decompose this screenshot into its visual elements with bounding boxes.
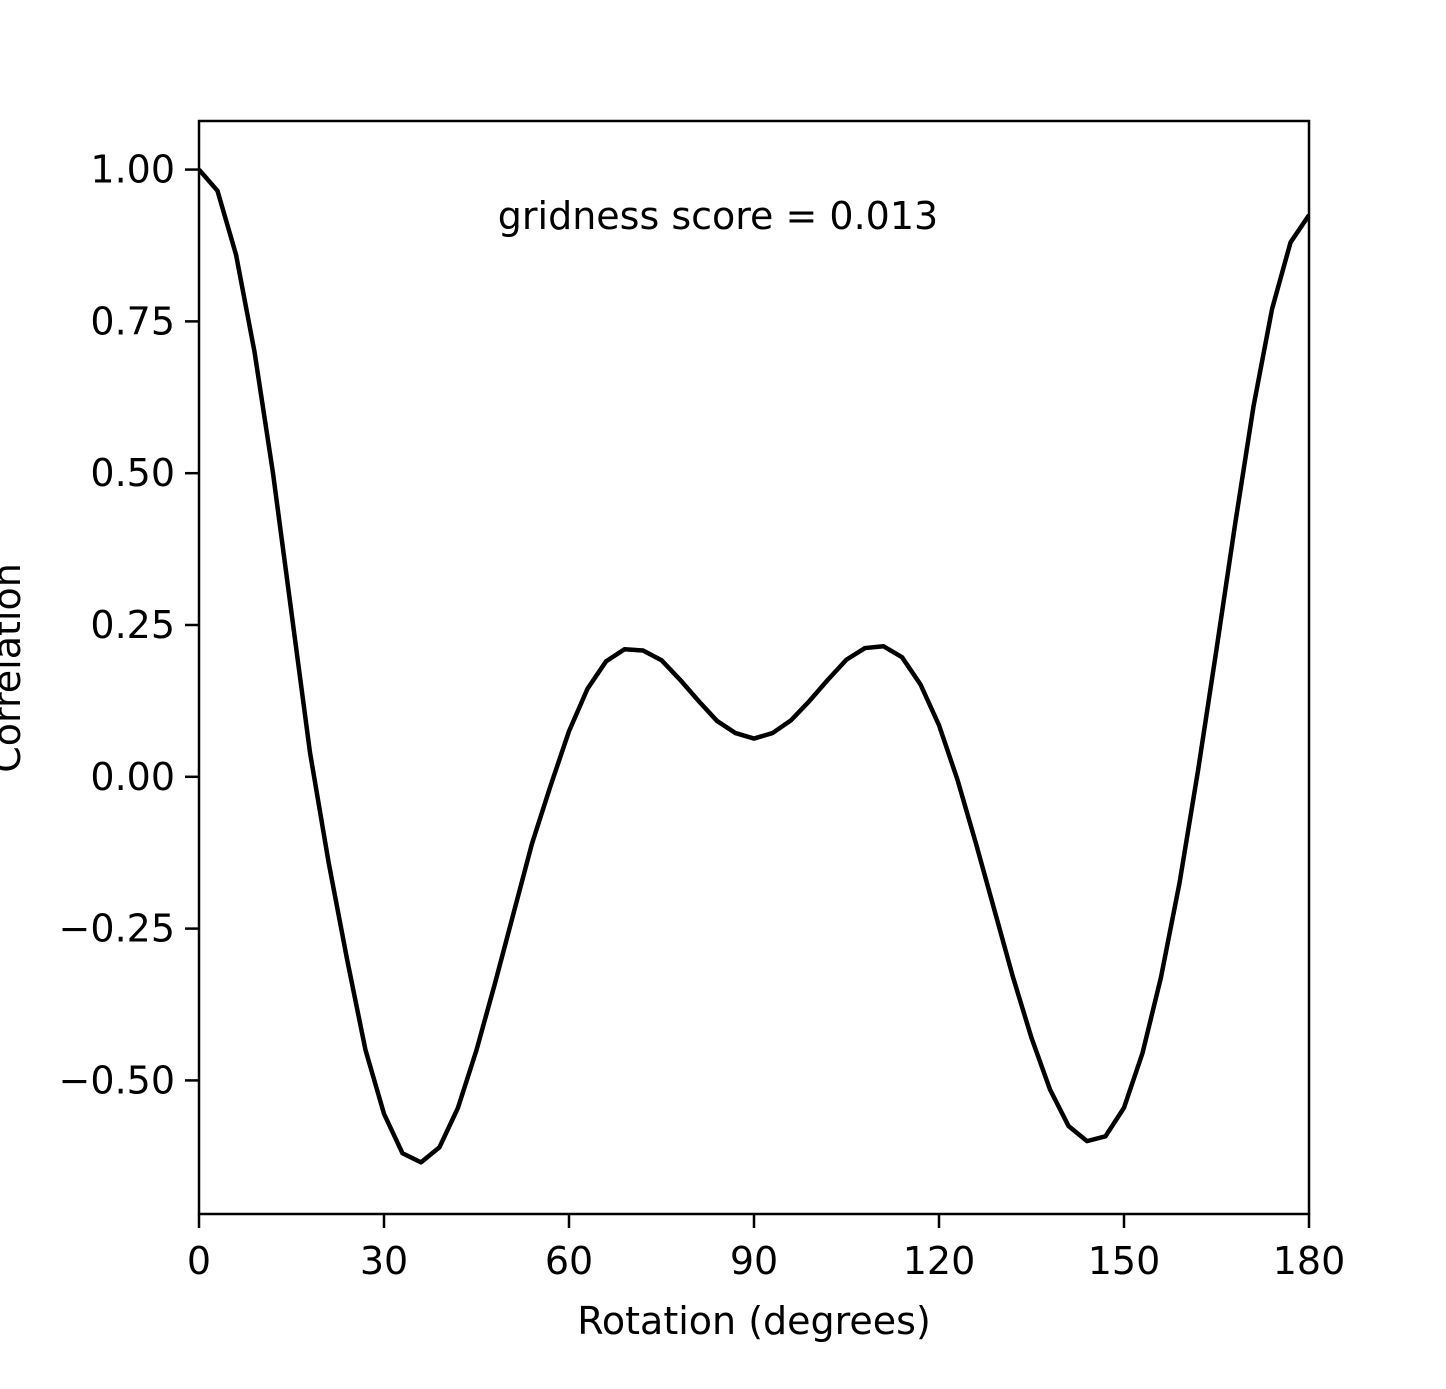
x-tick-label: 0 (187, 1239, 211, 1283)
y-tick-label: −0.50 (59, 1058, 175, 1102)
x-axis-label: Rotation (degrees) (577, 1299, 931, 1343)
x-tick-label: 60 (545, 1239, 593, 1283)
correlation-series-line (199, 168, 1309, 1165)
y-tick-label: 0.00 (90, 755, 175, 799)
y-tick-label: 1.00 (90, 148, 175, 192)
y-tick-label: 0.75 (90, 299, 175, 343)
plot-frame (197, 119, 1311, 1216)
y-tick-label: 0.25 (90, 603, 175, 647)
y-tick-label: 0.50 (90, 451, 175, 495)
x-tick-label: 90 (730, 1239, 778, 1283)
gridness-score-annotation: gridness score = 0.013 (498, 194, 938, 238)
x-tick-label: 120 (903, 1239, 976, 1283)
y-tick-label: −0.25 (59, 907, 175, 951)
x-tick-label: 150 (1088, 1239, 1161, 1283)
y-axis-label: Correlation (0, 563, 29, 773)
x-tick-label: 180 (1273, 1239, 1346, 1283)
x-tick-label: 30 (360, 1239, 408, 1283)
